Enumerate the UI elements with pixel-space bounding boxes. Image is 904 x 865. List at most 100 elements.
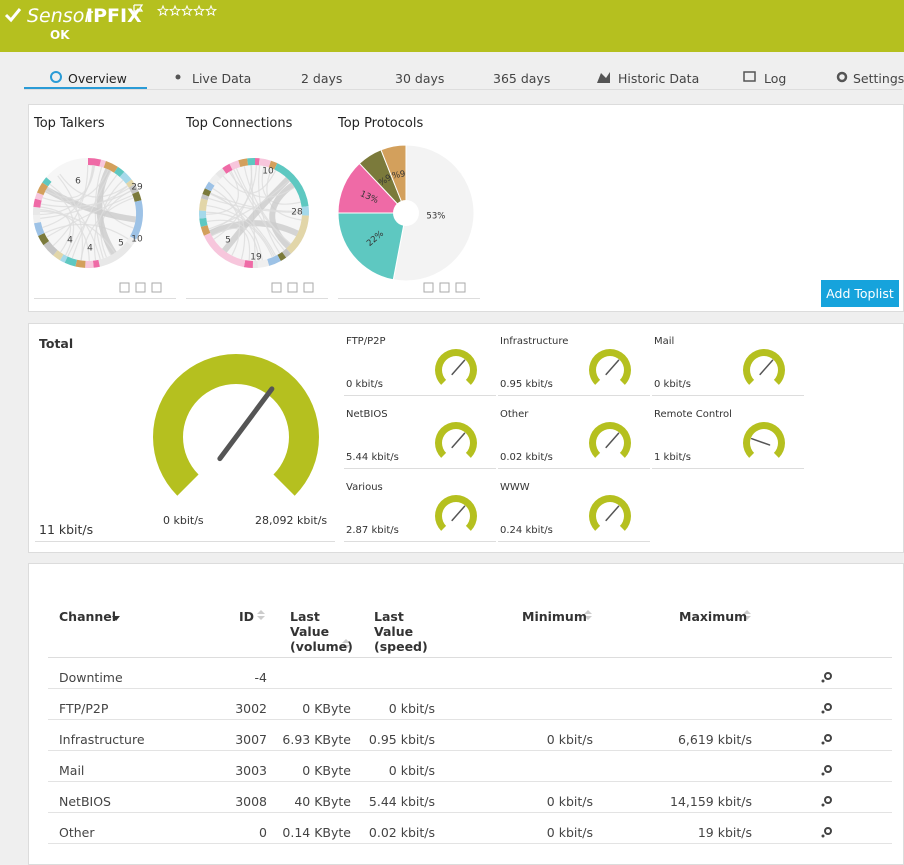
chord-segment	[247, 158, 256, 166]
chord-segment	[128, 184, 139, 195]
table-cell: 0.95 kbit/s	[368, 732, 435, 747]
table-cell: 3003	[235, 763, 267, 778]
tab-icon	[597, 72, 610, 83]
table-cell: NetBIOS	[59, 794, 111, 809]
chord-segment	[229, 160, 241, 171]
column-header[interactable]: Last Value (speed)	[374, 609, 428, 654]
sort-arrow	[112, 616, 120, 621]
table-cell: 0 KByte	[302, 701, 351, 716]
table-cell: 0 kbit/s	[546, 732, 593, 747]
table-cell: 5.44 kbit/s	[368, 794, 435, 809]
title-prefix: Sensor	[27, 5, 93, 27]
chord	[42, 169, 109, 203]
gauge-name: Other	[500, 409, 529, 420]
tab[interactable]: Live Data	[192, 71, 252, 86]
chord-segment	[199, 198, 208, 211]
tab[interactable]: 365 days	[493, 71, 551, 86]
chord-segment	[33, 198, 42, 208]
column-header[interactable]: Channel	[59, 609, 117, 624]
chord-segment	[286, 215, 309, 254]
chord-segment	[268, 160, 278, 170]
column-header[interactable]: Maximum	[679, 609, 748, 624]
table-cell: -4	[254, 670, 267, 685]
gauge-arc	[152, 353, 319, 496]
chord	[222, 176, 291, 253]
table-cell: Downtime	[59, 670, 123, 685]
chord-segment	[38, 233, 50, 246]
table-cell: 0 kbit/s	[546, 825, 593, 840]
tab[interactable]: 2 days	[301, 71, 343, 86]
chord-segment	[64, 256, 77, 267]
tab-icon	[50, 71, 62, 83]
chord	[46, 194, 133, 238]
toplist-tool-icon	[151, 282, 162, 293]
chord-segment	[277, 251, 287, 262]
chord-segment	[114, 166, 125, 177]
row-action-icon	[824, 765, 832, 773]
gauge-arc	[588, 421, 631, 458]
column-header[interactable]: Last Value (volume)	[290, 609, 353, 654]
table-cell: 19 kbit/s	[697, 825, 752, 840]
chord-segment	[42, 177, 52, 187]
chord-label: 5	[118, 239, 124, 249]
sort-arrow	[743, 610, 751, 620]
check-icon	[4, 8, 22, 23]
chord	[269, 182, 295, 249]
chord-segment	[301, 206, 309, 216]
toplist-tool-icon	[271, 282, 282, 293]
gauge-arc	[435, 495, 478, 531]
gauge-name: Various	[346, 482, 383, 493]
table-cell: Infrastructure	[59, 732, 145, 747]
table-cell: 0 KByte	[302, 763, 351, 778]
toplist-tool-icon	[119, 282, 130, 293]
tab[interactable]: Settings	[853, 71, 904, 86]
tab[interactable]: Log	[764, 71, 787, 86]
table-cell: 14,159 kbit/s	[670, 794, 752, 809]
pie-label: 6%	[391, 167, 406, 179]
chord-segment	[222, 163, 233, 174]
table-cell: 0.14 KByte	[282, 825, 351, 840]
table-cell: Mail	[59, 763, 85, 778]
chord-segment	[199, 217, 208, 227]
chord-segment	[199, 210, 207, 219]
chord-segment	[202, 188, 212, 197]
gauge-value: 0.95 kbit/s	[500, 379, 553, 390]
add-toplist-button[interactable]: Add Toplist	[821, 280, 899, 307]
gauge-arc	[435, 422, 478, 458]
toplist-tool-icon	[303, 282, 314, 293]
chord	[216, 181, 246, 260]
chord-segment	[32, 206, 41, 216]
chord	[42, 165, 94, 229]
chord-segment	[75, 259, 86, 268]
column-header[interactable]: Minimum	[522, 609, 587, 624]
tab-divider	[24, 89, 902, 90]
chord-label: 6	[75, 177, 81, 187]
gauge-arc	[588, 348, 631, 385]
flag-and-stars[interactable]	[133, 4, 223, 18]
gauge-arc	[588, 494, 631, 531]
column-header[interactable]: ID	[239, 609, 255, 624]
chord-segment	[201, 194, 209, 201]
chord-segment	[33, 221, 45, 236]
chord-segment	[238, 158, 249, 167]
toplist-tool-icon	[135, 282, 146, 293]
gauge-value: 2.87 kbit/s	[346, 525, 399, 536]
chord	[57, 175, 84, 261]
row-action-icon	[821, 772, 825, 776]
chord-label: 10	[262, 167, 274, 177]
chord	[228, 171, 295, 198]
gauge-value: 0 kbit/s	[654, 379, 691, 390]
tab[interactable]: Overview	[68, 71, 127, 86]
chord-segment	[88, 158, 102, 167]
chord-segment	[257, 259, 270, 268]
gauge-arc	[743, 422, 786, 458]
gauge-needle	[605, 359, 620, 376]
chord	[40, 187, 130, 220]
chord-segment	[119, 171, 132, 184]
chord	[93, 185, 129, 261]
toplist-title: Top Protocols	[338, 116, 424, 131]
tab[interactable]: Historic Data	[618, 71, 700, 86]
chord-segment	[203, 232, 246, 268]
tab[interactable]: 30 days	[395, 71, 445, 86]
